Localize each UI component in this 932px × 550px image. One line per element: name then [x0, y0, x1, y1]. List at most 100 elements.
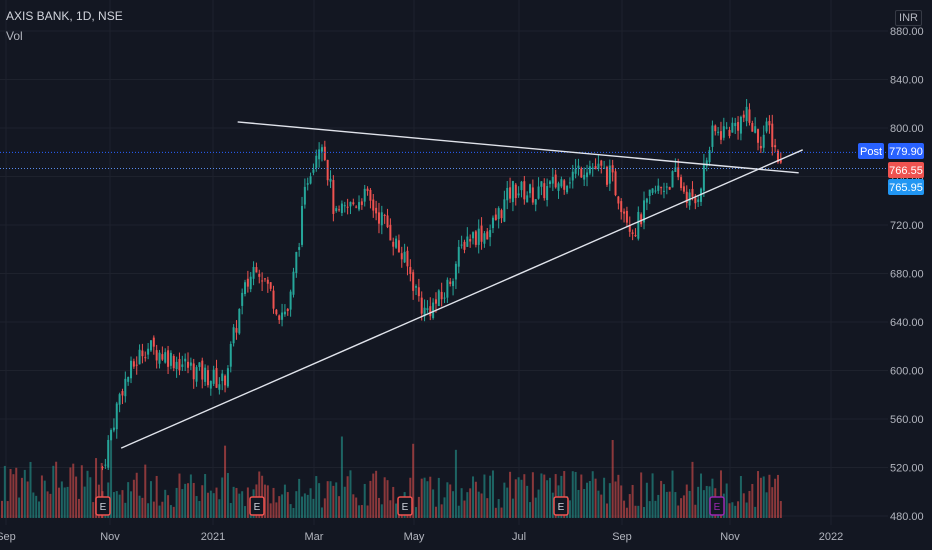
earnings-marker[interactable]: E — [95, 496, 111, 516]
candle-body — [415, 286, 418, 288]
candle-body — [409, 266, 412, 274]
candle-body — [329, 178, 332, 182]
volume-bar — [657, 494, 660, 518]
candle-body — [520, 181, 523, 191]
candle-body — [175, 361, 178, 370]
volume-bar — [660, 480, 663, 518]
volume-bar — [229, 502, 232, 518]
earnings-marker[interactable]: E — [397, 496, 413, 516]
volume-bar — [72, 463, 75, 518]
trendline-descending-resistance[interactable] — [237, 121, 799, 174]
candle-body — [597, 163, 600, 169]
candle-body — [489, 230, 492, 238]
candle-body — [748, 109, 751, 123]
volume-bar — [363, 483, 366, 518]
volume-bar — [89, 477, 92, 518]
candle-body — [594, 166, 597, 170]
time-axis[interactable]: Sep Nov 2021 Mar May Jul Sep Nov 2022 — [0, 531, 843, 543]
volume-bar — [671, 470, 674, 518]
candle-body — [112, 427, 115, 431]
volume-bar — [198, 501, 201, 518]
candle-body — [640, 214, 643, 225]
candle-body — [517, 193, 520, 196]
candle-body — [540, 181, 543, 187]
volume-bar — [529, 502, 532, 518]
candle-body — [432, 302, 435, 318]
volume-bar — [263, 484, 266, 518]
volume-bar — [511, 498, 514, 518]
candle-body — [685, 191, 688, 203]
candle-body — [531, 187, 534, 203]
candle-body — [477, 228, 480, 245]
candle-body — [235, 328, 238, 333]
candle-body — [665, 186, 668, 188]
earnings-marker[interactable]: E — [709, 496, 725, 516]
volume-bar — [497, 499, 500, 518]
volume-bar — [303, 493, 306, 518]
candle-body — [454, 263, 457, 280]
earnings-marker[interactable]: E — [553, 496, 569, 516]
volume-bar — [688, 490, 691, 518]
candle-body — [509, 187, 512, 199]
volume-bar — [132, 479, 135, 518]
candle-body — [349, 201, 352, 207]
candle-body — [335, 208, 338, 212]
candle-body — [155, 350, 158, 361]
candle-body — [252, 266, 255, 279]
volume-bar — [83, 486, 86, 518]
candle-body — [289, 291, 292, 310]
candle-body — [654, 190, 657, 192]
volume-bar — [551, 492, 554, 518]
candle-body — [121, 391, 124, 396]
candle-body — [534, 199, 537, 205]
candle-body — [269, 282, 272, 289]
volume-bar — [58, 487, 60, 518]
candle-body — [725, 127, 728, 129]
candle-body — [263, 278, 266, 280]
currency-label[interactable]: INR — [895, 10, 922, 26]
trendlines[interactable] — [120, 121, 804, 449]
volume-bar — [702, 490, 705, 518]
volume-bar — [577, 489, 580, 518]
volume-bar — [115, 491, 118, 518]
candle-body — [577, 165, 580, 169]
candle-body — [645, 198, 648, 203]
volume-bar — [691, 461, 694, 518]
candle-body — [149, 340, 152, 351]
candle-body — [537, 186, 540, 199]
volume-bar — [40, 475, 43, 518]
candle-body — [132, 361, 135, 367]
volume-bar — [548, 477, 551, 518]
volume-bar — [318, 483, 321, 518]
trendline-ascending-support[interactable] — [120, 149, 804, 449]
volume-bar — [178, 473, 181, 518]
volume-bar — [46, 491, 49, 518]
candle-body — [603, 167, 606, 169]
candle-body — [554, 174, 557, 188]
volume-bar — [483, 474, 486, 518]
earnings-marker[interactable]: E — [249, 496, 265, 516]
candle-body — [338, 209, 341, 211]
candle-body — [722, 126, 725, 138]
volume-bar — [275, 502, 278, 518]
volume-bar — [665, 491, 668, 518]
x-tick-label: 2021 — [201, 531, 225, 543]
volume-bar — [20, 477, 23, 518]
candle-body — [754, 126, 757, 133]
svg-text:E: E — [254, 502, 261, 513]
y-tick-label: 680.00 — [890, 269, 924, 281]
x-tick-label: Nov — [100, 531, 120, 543]
candle-body — [708, 150, 711, 163]
volume-bar — [95, 458, 98, 518]
candle-body — [110, 430, 113, 441]
candle-body — [386, 215, 389, 228]
volume-bar — [23, 469, 26, 518]
volume-bar — [127, 482, 130, 518]
volume-bar — [580, 474, 583, 518]
candle-body — [383, 214, 386, 216]
volume-bar — [748, 490, 751, 518]
candle-body — [377, 212, 380, 224]
volume-bar — [654, 500, 657, 518]
